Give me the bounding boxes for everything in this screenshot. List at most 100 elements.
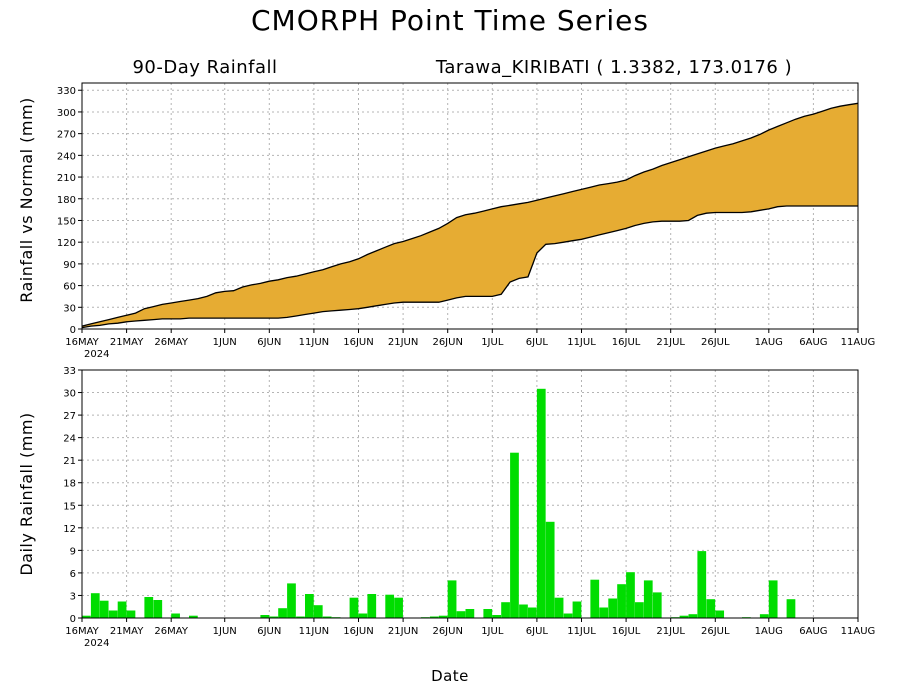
daily-rainfall-bar [358,613,368,618]
x-tick-label: 1JUL [481,626,504,637]
daily-rainfall-bar [189,615,198,618]
y-tick-label: 0 [70,325,76,336]
x-tick-label: 11JUL [567,626,596,637]
daily-rainfall-bar [572,601,582,618]
y-tick-label: 90 [63,260,76,271]
daily-rainfall-bar [296,616,305,618]
daily-rainfall-bar [759,614,769,618]
daily-rainfall-bar [679,615,689,618]
y-tick-label: 24 [63,434,76,445]
x-tick-label: 6JUL [526,337,549,348]
daily-rainfall-bar [715,610,725,618]
x-tick-label: 26MAY [154,626,188,637]
daily-rainfall-bar [617,584,626,618]
top-y-axis: 0 30 60 90 120 150 180 210 240 270 300 330 [57,86,82,336]
daily-rainfall-bar [626,572,635,618]
daily-rainfall-bar [599,607,609,618]
y-tick-label: 12 [63,524,76,535]
x-tick-label: 16JUL [612,626,641,637]
daily-rainfall-bar [313,605,323,618]
daily-rainfall-bar [510,452,519,618]
daily-rainfall-bar [519,604,528,618]
x-tick-label: 16JUN [343,337,373,348]
daily-rainfall-bar [349,597,359,618]
daily-rainfall-bar [90,593,100,618]
x-tick-label: 11AUG [841,337,876,348]
daily-rainfall-bar [305,594,314,618]
x-tick-label: 6AUG [799,626,827,637]
x-tick-label: 16JUL [612,337,641,348]
x-tick-label: 21JUL [656,337,685,348]
daily-rainfall-bar [287,583,296,618]
daily-rainfall-bar [153,600,163,618]
daily-rainfall-plot: 0 3 6 9 12 15 18 21 24 27 30 33 16MAY 21MAY 26MAY 1JUN… [17,366,875,649]
y-tick-label: 33 [63,366,76,377]
x-tick-label: 21JUN [388,337,418,348]
daily-rainfall-bar [635,602,644,618]
daily-rainfall-bar [108,610,118,618]
x-tick-label: 11JUN [299,337,329,348]
y-tick-label: 6 [70,569,76,580]
daily-rainfall-bar [367,594,377,618]
bottom-x-axis: 16MAY 21MAY 26MAY 1JUN 6JUN 11JUN 16JUN 21JUN 26… [65,618,875,637]
y-tick-label: 60 [63,282,76,293]
daily-rainfall-bar [260,615,270,618]
bottom-plot-frame [81,369,859,619]
x-tick-label: 11JUN [299,626,329,637]
x-tick-label: 1AUG [755,337,783,348]
y-tick-label: 120 [57,238,76,249]
top-year-label: 2024 [84,349,109,360]
normal-rainfall-line [81,205,858,329]
x-tick-label: 26MAY [154,337,188,348]
daily-rainfall-bar [429,616,439,618]
x-tick-label: 21MAY [110,337,144,348]
y-tick-label: 30 [63,389,76,400]
actual-rainfall-line [81,102,859,327]
daily-rainfall-bar [492,615,502,618]
bottom-y-axis-title: Daily Rainfall (mm) [17,412,36,575]
y-tick-label: 240 [57,151,76,162]
y-tick-label: 27 [63,411,76,422]
top-y-axis-title: Rainfall vs Normal (mm) [17,97,36,303]
chart-title: CMORPH Point Time Series [251,4,649,37]
x-axis-title: Date [431,667,469,685]
x-tick-label: 1JUN [213,626,237,637]
daily-rainfall-bar [385,594,395,618]
top-x-axis: 16MAY 21MAY 26MAY 1JUN 6JUN 11JUN 16JUN 21JUN 26… [65,329,875,348]
y-tick-label: 300 [57,108,76,119]
y-tick-label: 21 [63,456,76,467]
daily-rainfall-bar [590,579,600,618]
x-tick-label: 16MAY [65,337,99,348]
daily-rainfall-bar [269,616,279,618]
y-tick-label: 180 [57,195,76,206]
y-tick-label: 270 [57,130,76,141]
x-tick-label: 21JUN [388,626,418,637]
x-tick-label: 26JUL [701,626,730,637]
daily-rainfall-bar [652,592,662,618]
daily-rainfall-bar [438,615,448,618]
daily-rainfall-bar [688,614,698,618]
x-tick-label: 11AUG [841,626,876,637]
x-tick-label: 1AUG [755,626,783,637]
y-tick-label: 15 [63,501,76,512]
y-tick-label: 9 [70,546,76,557]
subtitle-location: Tarawa_KIRIBATI ( 1.3382, 173.0176 ) [435,57,792,78]
daily-rainfall-bar [456,611,466,618]
daily-rainfall-bar [483,609,493,618]
daily-rainfall-bar [447,580,457,618]
daily-rainfall-bar [82,615,91,618]
accumulated-rainfall-area [82,103,858,328]
daily-rainfall-bar [126,610,136,618]
y-tick-label: 0 [70,614,76,625]
y-tick-label: 3 [70,591,76,602]
daily-rainfall-bar [536,388,546,618]
daily-rainfall-bar [528,607,537,618]
y-tick-label: 150 [57,216,76,227]
x-tick-label: 21MAY [110,626,144,637]
y-tick-label: 330 [57,86,76,97]
y-tick-label: 30 [63,303,76,314]
bottom-gridlines [82,369,858,618]
daily-rainfall-bar [554,597,564,618]
x-tick-label: 21JUL [656,626,685,637]
